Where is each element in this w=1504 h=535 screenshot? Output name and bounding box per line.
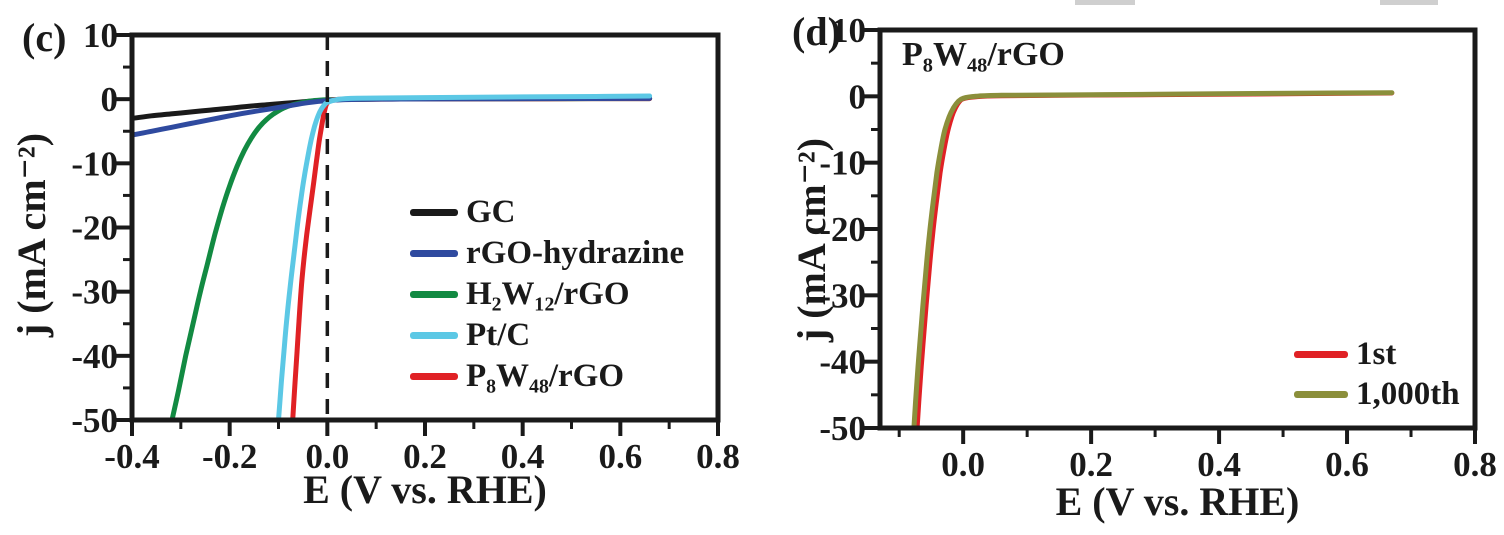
y-tick-label: -10	[71, 144, 118, 183]
series-line-1-000th	[911, 90, 1395, 431]
y-tick-label: -40	[819, 343, 866, 382]
x-tick-label: 0.6	[1325, 445, 1369, 484]
y-tick-label: 0	[101, 80, 119, 119]
legend-swatch-gc	[410, 209, 458, 216]
legend-item-1000th: 1,000th	[1294, 374, 1460, 414]
y-axis-title-d: j (mA cm⁻²)	[789, 137, 834, 343]
y-tick-label: -40	[71, 337, 118, 376]
panel-label-c: (c)	[22, 15, 67, 60]
x-tick-label: 0.4	[1197, 445, 1241, 484]
x-tick-label: 0.4	[501, 437, 545, 476]
x-tick-label: 0.8	[696, 437, 740, 476]
x-axis-title-c: E (V vs. RHE)	[303, 467, 547, 512]
y-tick-label: -50	[71, 401, 118, 440]
y-tick-label: -20	[71, 209, 118, 248]
y-tick-label: -10	[819, 144, 866, 183]
legend-item-p8w48-rgo: P₈W₄₈/rGO	[410, 356, 684, 397]
y-tick-label: -30	[819, 276, 866, 315]
x-tick-label: 0.6	[598, 437, 642, 476]
legend-d: 1st 1,000th	[1294, 334, 1460, 414]
cropped-text-artifact	[1380, 0, 1438, 5]
legend-swatch-pt-c	[410, 332, 458, 339]
cropped-text-artifact	[1075, 0, 1135, 5]
x-tick-label: 0.2	[1069, 445, 1113, 484]
x-axis-title-d: E (V vs. RHE)	[1055, 479, 1300, 524]
x-tick-label: 0.2	[403, 437, 447, 476]
y-tick-label: -50	[819, 409, 866, 448]
legend-swatch-h2w12-rgo	[410, 291, 458, 298]
x-tick-label: 0.8	[1453, 445, 1497, 484]
legend-item-h2w12-rgo: H₂W₁₂/rGO	[410, 274, 684, 315]
legend-swatch-1000th	[1294, 390, 1348, 398]
series-line-rgo-hydrazine	[129, 95, 653, 138]
legend-item-1st: 1st	[1294, 334, 1460, 374]
y-axis-title-c: j (mA cm⁻²)	[9, 132, 54, 338]
legend-item-pt-c: Pt/C	[410, 315, 684, 356]
x-tick-label: -0.2	[202, 437, 257, 476]
x-tick-label: -0.4	[104, 437, 159, 476]
y-tick-label: 10	[83, 16, 118, 55]
legend-label-h2w12-rgo: H₂W₁₂/rGO	[466, 276, 630, 312]
legend-label-gc: GC	[466, 194, 516, 230]
legend-item-gc: GC	[410, 192, 684, 233]
legend-swatch-p8w48-rgo	[410, 373, 458, 380]
legend-c: GC rGO-hydrazine H₂W₁₂/rGO Pt/C P₈W₄₈/rG…	[410, 192, 684, 397]
legend-swatch-rgo-hydrazine	[410, 250, 458, 257]
plot-title-d: P₈W₄₈/rGO	[902, 36, 1065, 73]
y-tick-label: -20	[819, 210, 866, 249]
legend-label-1st: 1st	[1356, 335, 1397, 372]
legend-label-rgo-hydrazine: rGO-hydrazine	[466, 235, 685, 271]
legend-label-pt-c: Pt/C	[466, 317, 531, 353]
series-line-pt-c	[276, 93, 653, 423]
x-tick-label: 0.0	[941, 445, 985, 484]
legend-swatch-1st	[1294, 350, 1348, 358]
y-tick-label: -30	[71, 273, 118, 312]
legend-label-1000th: 1,000th	[1356, 375, 1460, 412]
x-tick-label: 0.0	[305, 437, 349, 476]
y-tick-label: 0	[849, 77, 867, 116]
panel-label-d: (d)	[792, 9, 841, 54]
legend-label-p8w48-rgo: P₈W₄₈/rGO	[466, 358, 624, 394]
y-tick-label: 10	[831, 11, 866, 50]
legend-item-rgo-hydrazine: rGO-hydrazine	[410, 233, 684, 274]
